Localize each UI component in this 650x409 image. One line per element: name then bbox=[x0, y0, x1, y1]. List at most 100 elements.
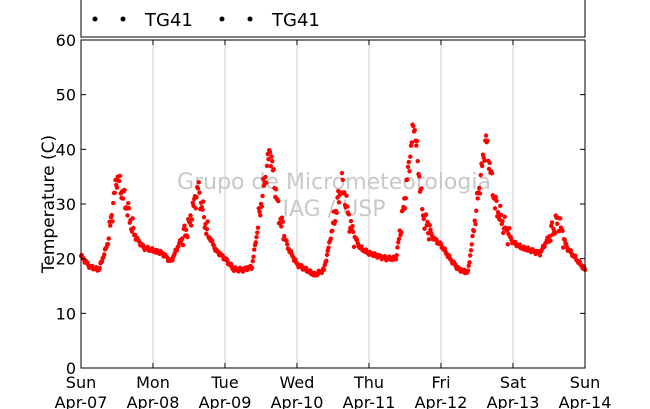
x-tick-label-date: Apr-10 bbox=[271, 393, 324, 409]
data-point bbox=[189, 217, 195, 222]
data-point bbox=[468, 253, 473, 258]
data-point bbox=[111, 200, 116, 206]
data-point bbox=[465, 268, 471, 273]
data-point bbox=[180, 236, 185, 241]
data-point bbox=[271, 167, 276, 172]
data-point bbox=[420, 206, 425, 212]
data-point bbox=[425, 219, 430, 225]
data-point bbox=[473, 221, 478, 227]
data-point bbox=[399, 230, 404, 235]
x-axis: SunApr-07MonApr-08TueApr-09WedApr-10ThuA… bbox=[55, 40, 611, 409]
data-point bbox=[495, 210, 501, 215]
data-point bbox=[468, 248, 474, 253]
data-point bbox=[485, 138, 490, 144]
data-point bbox=[470, 233, 475, 239]
data-point bbox=[405, 164, 411, 170]
data-point bbox=[555, 221, 560, 226]
data-point bbox=[109, 212, 114, 218]
data-point bbox=[561, 245, 566, 250]
legend-entry-2: TG41 bbox=[219, 10, 320, 31]
x-tick-label-day: Sat bbox=[500, 373, 526, 392]
data-point bbox=[417, 174, 422, 179]
data-point bbox=[267, 149, 273, 155]
data-point bbox=[409, 140, 414, 145]
data-point bbox=[502, 214, 507, 220]
data-point bbox=[393, 256, 399, 262]
data-point bbox=[114, 185, 120, 190]
data-point bbox=[421, 216, 426, 222]
x-tick-label-date: Apr-08 bbox=[127, 393, 180, 409]
data-point bbox=[254, 234, 259, 240]
data-point bbox=[97, 265, 102, 271]
data-point bbox=[477, 191, 483, 196]
data-point bbox=[99, 259, 105, 264]
data-point bbox=[558, 216, 563, 221]
data-point bbox=[131, 225, 136, 231]
data-point bbox=[196, 180, 201, 185]
y-tick-label: 40 bbox=[56, 140, 76, 159]
data-point bbox=[258, 213, 263, 218]
data-point bbox=[264, 163, 270, 169]
data-point bbox=[195, 186, 201, 191]
x-tick-label-date: Apr-09 bbox=[199, 393, 252, 409]
legend: TG41 TG41 bbox=[80, 0, 586, 38]
data-point bbox=[396, 240, 401, 245]
data-point bbox=[259, 204, 264, 209]
y-tick-label: 60 bbox=[56, 31, 76, 50]
data-point bbox=[487, 160, 492, 166]
data-point bbox=[472, 218, 477, 223]
data-point bbox=[414, 138, 420, 144]
data-point bbox=[419, 186, 424, 191]
data-point bbox=[279, 215, 285, 220]
data-point bbox=[270, 158, 275, 164]
data-point bbox=[415, 158, 420, 164]
data-point bbox=[273, 187, 279, 192]
legend-marker bbox=[120, 16, 126, 22]
data-point bbox=[284, 238, 289, 243]
data-point bbox=[260, 193, 265, 199]
data-point bbox=[348, 218, 354, 224]
data-point bbox=[345, 204, 350, 209]
data-point bbox=[185, 234, 190, 240]
data-point bbox=[428, 227, 433, 232]
data-point bbox=[549, 223, 554, 229]
data-point bbox=[189, 223, 194, 228]
data-point bbox=[501, 230, 506, 236]
data-point bbox=[471, 228, 477, 234]
data-point bbox=[105, 241, 111, 247]
data-point bbox=[334, 210, 339, 216]
legend-box bbox=[80, 0, 586, 38]
data-point bbox=[407, 168, 412, 174]
data-point bbox=[412, 127, 417, 133]
data-point bbox=[170, 257, 175, 263]
legend-marker bbox=[219, 16, 225, 22]
data-point bbox=[193, 206, 198, 211]
data-point bbox=[402, 205, 408, 211]
data-point bbox=[253, 240, 258, 245]
data-point bbox=[324, 252, 330, 258]
data-point bbox=[285, 242, 290, 247]
data-point bbox=[112, 190, 117, 196]
x-tick-label-date: Apr-13 bbox=[487, 393, 540, 409]
data-point bbox=[537, 253, 543, 258]
y-tick-label: 0 bbox=[66, 359, 76, 378]
data-point bbox=[394, 253, 399, 258]
watermark-line-1: Grupo de Micrometeorologia bbox=[177, 170, 491, 195]
grid-lines bbox=[152, 40, 514, 368]
data-point bbox=[126, 201, 131, 206]
data-point bbox=[492, 206, 498, 211]
data-point bbox=[251, 254, 256, 260]
data-point bbox=[483, 133, 489, 138]
data-point bbox=[132, 232, 138, 237]
data-point bbox=[344, 193, 349, 198]
data-point bbox=[188, 213, 193, 218]
x-tick-label-day: Fri bbox=[431, 373, 450, 392]
data-point bbox=[342, 190, 347, 195]
series-tg41 bbox=[78, 122, 588, 278]
legend-label: TG41 bbox=[271, 10, 320, 31]
data-point bbox=[326, 245, 331, 250]
x-tick-label-day: Mon bbox=[136, 373, 170, 392]
data-point bbox=[210, 238, 215, 244]
data-point bbox=[351, 244, 357, 250]
